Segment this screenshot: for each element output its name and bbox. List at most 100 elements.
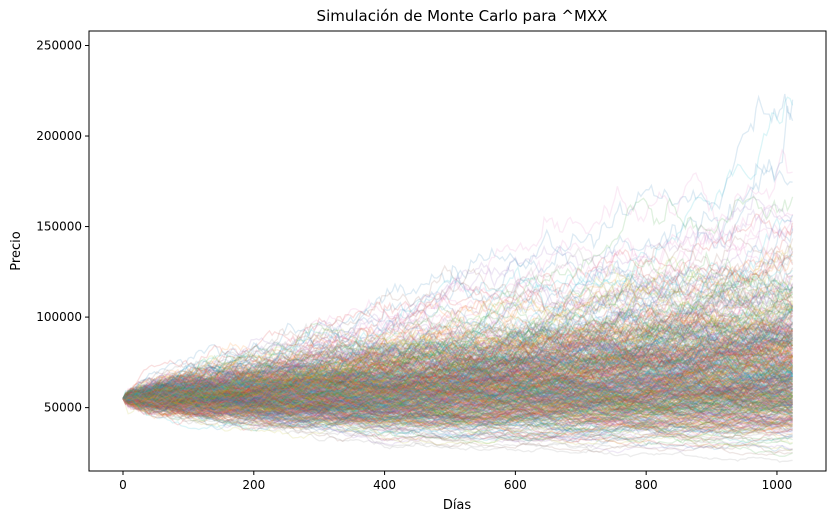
simulation-path <box>123 355 794 411</box>
simulation-path <box>122 284 794 407</box>
simulation-path <box>122 368 794 413</box>
simulation-path <box>122 370 793 426</box>
simulation-path <box>122 331 794 421</box>
simulation-path <box>122 368 794 403</box>
simulation-path <box>122 380 793 427</box>
simulation-path <box>122 381 793 411</box>
simulation-path <box>122 371 793 419</box>
simulation-path <box>122 278 794 406</box>
simulation-path <box>122 231 793 406</box>
simulation-path <box>122 344 793 400</box>
simulation-path <box>122 368 793 404</box>
simulation-path <box>122 265 794 407</box>
simulation-path <box>122 329 793 401</box>
simulation-path <box>122 225 794 402</box>
simulation-path <box>122 288 794 400</box>
simulation-path <box>122 305 794 418</box>
simulation-path <box>122 360 793 407</box>
x-tick-label: 800 <box>635 478 658 492</box>
simulation-path <box>122 370 793 422</box>
simulation-path <box>122 390 793 433</box>
simulation-path <box>122 379 793 409</box>
simulation-path <box>122 282 794 400</box>
simulation-path <box>122 383 793 410</box>
simulation-path <box>122 305 794 408</box>
simulation-path <box>122 381 794 413</box>
simulation-path <box>122 344 793 407</box>
simulation-path <box>122 318 793 406</box>
simulation-path <box>122 308 793 406</box>
simulation-path <box>122 352 793 405</box>
simulation-path <box>122 376 793 420</box>
simulation-path <box>122 322 793 403</box>
simulation-path <box>122 297 793 411</box>
simulation-path <box>122 348 794 409</box>
x-axis-label: Días <box>443 498 472 513</box>
simulation-path <box>122 385 793 427</box>
simulation-path <box>122 358 793 403</box>
simulation-path <box>122 385 793 456</box>
simulation-path <box>122 355 794 407</box>
simulation-path <box>122 307 794 408</box>
simulation-path <box>122 388 794 420</box>
simulation-path <box>122 332 794 407</box>
simulation-path <box>122 380 794 415</box>
simulation-path <box>122 397 793 442</box>
simulation-path <box>122 359 793 410</box>
simulation-path <box>122 310 793 405</box>
simulation-path <box>122 386 793 423</box>
simulation-path <box>122 326 793 403</box>
simulation-path <box>122 344 793 411</box>
simulation-path <box>122 372 793 408</box>
simulation-path <box>122 325 793 410</box>
simulation-path <box>122 375 794 417</box>
simulation-path <box>122 388 793 422</box>
simulation-path <box>122 394 793 438</box>
simulation-path <box>122 339 794 404</box>
simulation-path <box>122 359 793 415</box>
simulation-path <box>122 263 794 408</box>
simulation-path <box>122 310 794 404</box>
simulation-path <box>122 361 793 400</box>
simulation-path <box>122 323 794 400</box>
simulation-path <box>122 332 794 414</box>
chart-title: Simulación de Monte Carlo para ^MXX <box>317 7 608 25</box>
simulation-path <box>122 317 793 407</box>
simulation-path <box>122 356 793 403</box>
simulation-path <box>122 247 794 402</box>
simulation-path <box>122 344 793 408</box>
simulation-path <box>122 316 793 402</box>
simulation-path <box>122 393 793 439</box>
simulation-path <box>123 358 793 400</box>
simulation-path <box>122 358 793 400</box>
simulation-path <box>122 360 793 402</box>
simulation-path <box>122 333 794 399</box>
simulation-path <box>122 338 794 404</box>
simulation-path <box>122 263 794 401</box>
simulation-path <box>122 268 794 408</box>
simulation-path <box>122 302 793 405</box>
simulation-path <box>122 394 793 424</box>
simulation-path <box>122 343 794 404</box>
simulation-path <box>122 357 794 417</box>
simulation-path <box>122 387 794 428</box>
simulation-path <box>122 375 793 422</box>
simulation-path <box>122 351 794 400</box>
simulation-path <box>122 349 793 412</box>
simulation-path <box>122 349 793 400</box>
simulation-path <box>122 298 794 402</box>
simulation-path <box>122 379 793 426</box>
simulation-path <box>122 318 793 409</box>
simulation-path <box>122 333 793 410</box>
simulation-path <box>122 382 793 430</box>
simulation-path <box>122 384 793 428</box>
simulation-path <box>122 234 793 400</box>
simulation-path <box>122 350 794 413</box>
simulation-path <box>122 374 794 415</box>
simulation-path <box>122 372 793 418</box>
simulation-path <box>122 336 794 402</box>
simulation-path <box>122 362 794 402</box>
simulation-path <box>122 396 793 457</box>
simulation-path <box>122 302 794 400</box>
